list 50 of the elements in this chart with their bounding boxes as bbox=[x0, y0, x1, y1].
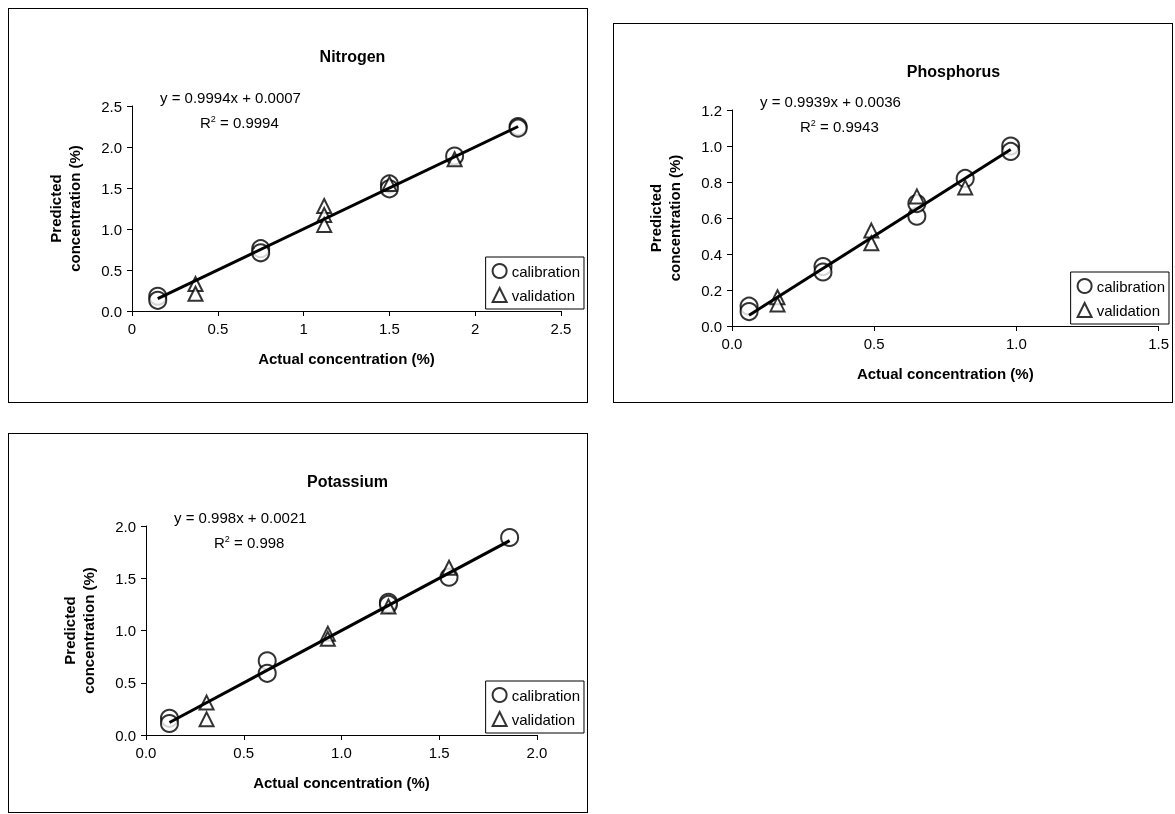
legend-label: validation bbox=[1096, 301, 1161, 319]
x-axis-title: Actual concentration (%) bbox=[258, 350, 435, 367]
y-tick-label: 2.0 bbox=[101, 138, 122, 156]
legend-label: validation bbox=[511, 710, 576, 728]
legend-label: calibration bbox=[511, 262, 580, 280]
chart-title: Potassium bbox=[307, 472, 388, 490]
x-axis-title: Actual concentration (%) bbox=[253, 774, 430, 791]
x-tick-label: 1.5 bbox=[1148, 335, 1169, 352]
x-tick-label: 1.5 bbox=[378, 320, 400, 337]
x-tick-label: 1.5 bbox=[428, 744, 450, 761]
y-tick-label: 1.0 bbox=[701, 137, 722, 155]
x-tick-label: 2.5 bbox=[550, 320, 572, 337]
x-tick-label: 2 bbox=[471, 320, 480, 337]
text: y = 0.998x + 0.0021 bbox=[174, 509, 307, 526]
x-axis-title: Actual concentration (%) bbox=[856, 365, 1034, 382]
x-tick-label: 1.0 bbox=[1005, 335, 1027, 352]
y-tick-label: 0.5 bbox=[101, 261, 122, 279]
legend-label: calibration bbox=[1096, 277, 1165, 295]
y-tick-label: 0.0 bbox=[115, 726, 136, 744]
text: y = 0.9994x + 0.0007 bbox=[160, 89, 301, 106]
x-tick-label: 1.0 bbox=[331, 744, 352, 761]
legend-label: calibration bbox=[511, 686, 580, 704]
x-tick-label: 0.5 bbox=[207, 320, 229, 337]
x-tick-label: 1 bbox=[299, 320, 308, 337]
x-tick-label: 0.0 bbox=[135, 744, 157, 761]
x-tick-label: 0.0 bbox=[721, 335, 743, 352]
x-tick-label: 0.5 bbox=[233, 744, 255, 761]
y-axis-title: Predicted concentration (%) bbox=[647, 154, 683, 282]
y-tick-label: 1.2 bbox=[701, 101, 722, 119]
y-tick-label: 0.4 bbox=[701, 245, 722, 263]
y-tick-label: 1.5 bbox=[101, 179, 122, 197]
y-axis-title: Predicted concentration (%) bbox=[61, 567, 97, 694]
y-tick-label: 2.0 bbox=[115, 517, 136, 535]
chart-title: Phosphorus bbox=[906, 62, 1001, 80]
y-tick-label: 1.0 bbox=[115, 622, 136, 639]
x-tick-label: 0 bbox=[127, 320, 137, 337]
y-tick-label: 1.0 bbox=[101, 220, 122, 238]
x-tick-label: 2.0 bbox=[526, 744, 548, 761]
y-tick-label: 0.0 bbox=[101, 302, 122, 320]
y-tick-label: 0.8 bbox=[701, 173, 722, 191]
y-axis-title: Predicted concentration (%) bbox=[47, 145, 83, 272]
chart-title: Nitrogen bbox=[319, 47, 386, 65]
y-tick-label: 2.5 bbox=[101, 97, 122, 115]
y-tick-label: 0.2 bbox=[701, 281, 722, 299]
x-tick-label: 0.5 bbox=[863, 335, 885, 352]
text: y = 0.9939x + 0.0036 bbox=[760, 93, 901, 110]
y-tick-label: 0.6 bbox=[701, 209, 722, 227]
y-tick-label: 0.5 bbox=[115, 674, 136, 692]
y-tick-label: 1.5 bbox=[115, 569, 136, 587]
legend-label: validation bbox=[511, 286, 576, 304]
